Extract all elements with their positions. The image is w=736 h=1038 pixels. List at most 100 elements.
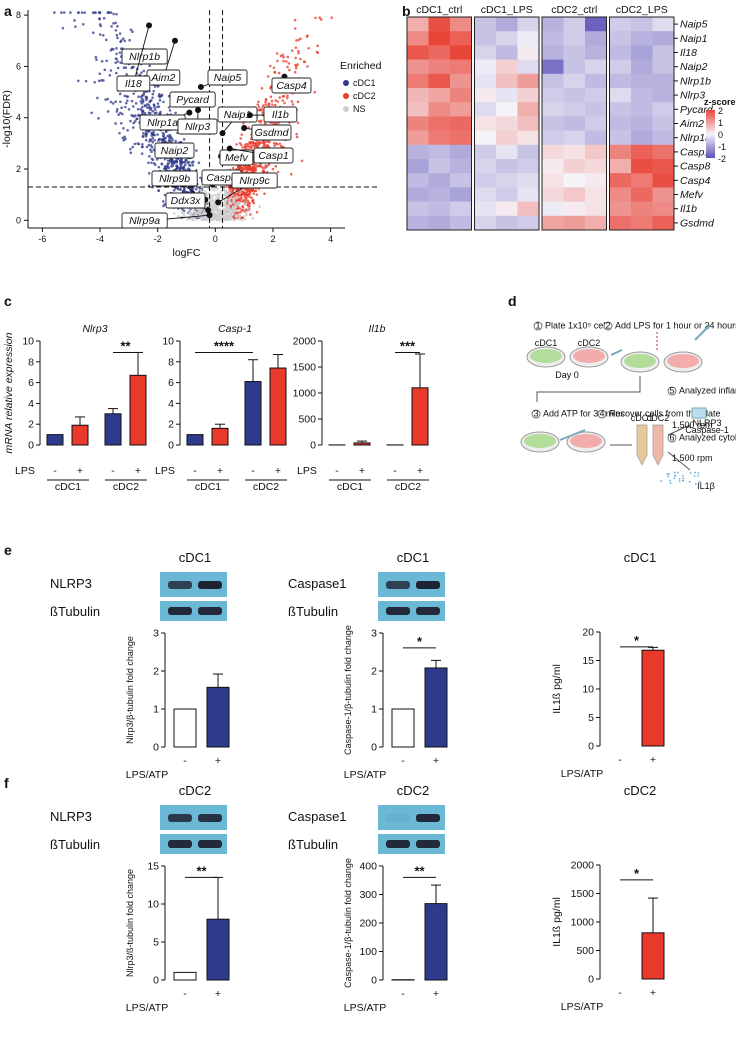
ns-point bbox=[224, 200, 227, 203]
cdc2-point bbox=[251, 200, 254, 203]
cdc2-point bbox=[272, 66, 276, 70]
cdc1-point bbox=[140, 71, 143, 74]
ns-point bbox=[192, 209, 196, 213]
ns-point bbox=[186, 217, 189, 220]
cdc1-point bbox=[162, 135, 165, 138]
supernatant-dot bbox=[678, 478, 681, 480]
cdc1-point bbox=[114, 21, 118, 25]
blot-tubulin bbox=[160, 601, 227, 621]
gene-row-naip5: Naip5 bbox=[680, 19, 708, 31]
cdc1-point bbox=[98, 72, 102, 76]
dish-atp-red bbox=[570, 434, 602, 448]
heatmap-cell bbox=[609, 45, 632, 60]
cdc2-point bbox=[318, 16, 322, 19]
cdc2-point bbox=[237, 211, 240, 214]
cdc1-point bbox=[167, 106, 171, 109]
heatmap-cell bbox=[450, 201, 472, 217]
gene-row-aim2: Aim2 bbox=[679, 118, 704, 130]
cdc1-point bbox=[144, 130, 148, 134]
heatmap-cell bbox=[652, 201, 675, 217]
cdc1-point bbox=[115, 110, 119, 113]
spin-label: 1,500 rpm bbox=[672, 420, 713, 430]
step-number: 4 bbox=[599, 409, 604, 419]
cdc2-point bbox=[314, 16, 317, 20]
supernatant-dot bbox=[669, 479, 671, 482]
y-tick-label: 0 bbox=[371, 975, 377, 987]
y-tick-label: 4 bbox=[28, 398, 34, 410]
cdc1-point bbox=[104, 98, 107, 101]
cdc1-point bbox=[111, 102, 115, 105]
cdc2-point bbox=[272, 141, 276, 145]
cdc2-point bbox=[295, 132, 298, 136]
cdc1-point bbox=[123, 94, 127, 98]
x-tick-label: -6 bbox=[38, 234, 46, 244]
cdc1-point bbox=[101, 34, 105, 37]
cdc2-point bbox=[249, 144, 253, 148]
ns-point bbox=[211, 198, 215, 202]
cdc2-point bbox=[307, 46, 310, 50]
cdc1-point bbox=[144, 138, 148, 142]
heatmap-cell bbox=[474, 173, 497, 188]
cdc1-point bbox=[100, 60, 104, 63]
cdc2-point bbox=[281, 99, 284, 102]
heatmap-cell bbox=[407, 31, 429, 46]
cdc1-point bbox=[119, 61, 122, 64]
cdc2-point bbox=[263, 140, 267, 143]
cdc1-point bbox=[181, 207, 184, 211]
cdc1-point bbox=[121, 37, 125, 41]
callout-box bbox=[177, 118, 218, 135]
cdc2-point bbox=[260, 108, 264, 112]
chart-title-casp-1: Casp-1 bbox=[218, 323, 252, 335]
y-tick-label: 4 bbox=[168, 398, 174, 410]
ns-point bbox=[224, 189, 228, 193]
cdc2-point bbox=[274, 142, 278, 145]
cdc2-point bbox=[285, 96, 289, 100]
cdc1-point bbox=[173, 168, 177, 172]
cdc1-point bbox=[147, 161, 150, 165]
heatmap-cell bbox=[609, 130, 632, 146]
heatmap-cell bbox=[563, 201, 586, 217]
heatmap-cell bbox=[517, 73, 540, 89]
cdc1-point bbox=[178, 188, 182, 191]
ns-point bbox=[227, 203, 231, 206]
heatmap-cell bbox=[474, 45, 497, 60]
y-tick-label: 1 bbox=[153, 704, 159, 716]
heatmap-cell bbox=[542, 45, 564, 60]
heatmap-group-cdc1_lps: cDC1_LPS bbox=[481, 4, 533, 16]
y-tick-label: 5 bbox=[153, 937, 159, 949]
blot-tubulin bbox=[378, 601, 445, 621]
gene-row-pycard: Pycard bbox=[680, 104, 714, 116]
cdc1-point bbox=[183, 163, 187, 167]
cdc1-point bbox=[150, 132, 154, 136]
heatmap-cell bbox=[652, 59, 675, 75]
cdc1-point bbox=[179, 162, 182, 166]
cdc2-point bbox=[239, 197, 243, 201]
heatmap-cell bbox=[631, 159, 653, 174]
cdc1-point bbox=[155, 158, 159, 161]
gene-label-nlrp9c: Nlrp9c bbox=[239, 175, 270, 187]
heatmap-cell bbox=[609, 144, 632, 160]
bar bbox=[206, 686, 230, 748]
cdc1-point bbox=[106, 110, 110, 113]
cdc1-point bbox=[149, 148, 152, 152]
heatmap-cell bbox=[407, 45, 429, 60]
cdc1-point bbox=[141, 142, 144, 146]
y-tick-label: 20 bbox=[582, 627, 594, 639]
cdc2-point bbox=[251, 165, 255, 168]
heatmap-cell bbox=[517, 88, 540, 103]
blot-protein-label: Caspase1 bbox=[288, 576, 347, 591]
ns-point bbox=[189, 211, 192, 214]
y-tick-label: 6 bbox=[168, 377, 174, 389]
heatmap-cell bbox=[563, 73, 586, 89]
heatmap-cell bbox=[428, 116, 451, 131]
cdc1-point bbox=[145, 103, 149, 106]
pipette bbox=[559, 429, 586, 441]
callout-box bbox=[121, 212, 168, 229]
cdc1-point bbox=[131, 105, 135, 108]
cdc2-point bbox=[295, 135, 299, 139]
cdc1-point bbox=[119, 39, 123, 42]
cdc2-point bbox=[253, 142, 257, 145]
supernatant-dot bbox=[681, 479, 684, 482]
heatmap-cell bbox=[563, 17, 586, 32]
